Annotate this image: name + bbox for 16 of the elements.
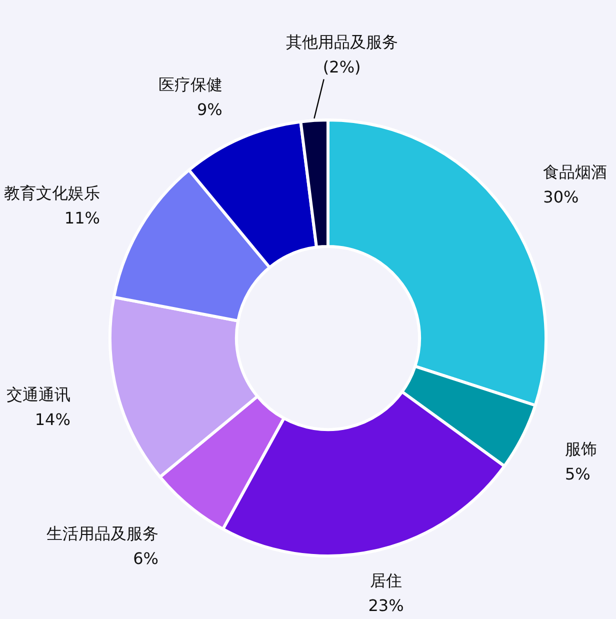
slice-label: 服饰 xyxy=(564,440,597,459)
data-label: 23% xyxy=(368,596,404,615)
data-label: 11% xyxy=(64,208,100,228)
slice-label: 食品烟酒 xyxy=(543,162,608,182)
slice-label: 居住 xyxy=(370,571,402,590)
data-label: (2%) xyxy=(322,57,361,76)
slice-label: 生活用品及服务 xyxy=(46,524,158,543)
slice-label: 医疗保健 xyxy=(158,74,222,94)
data-label: 30% xyxy=(543,188,579,207)
slice-label: 其他用品及服务 xyxy=(286,32,398,52)
data-label: 5% xyxy=(564,464,590,484)
data-label: 9% xyxy=(196,100,222,119)
data-label: 6% xyxy=(133,548,158,568)
slice-label: 交通通讯 xyxy=(6,385,70,404)
slice-label: 教育文化娱乐 xyxy=(4,184,100,203)
data-label: 14% xyxy=(34,410,70,430)
